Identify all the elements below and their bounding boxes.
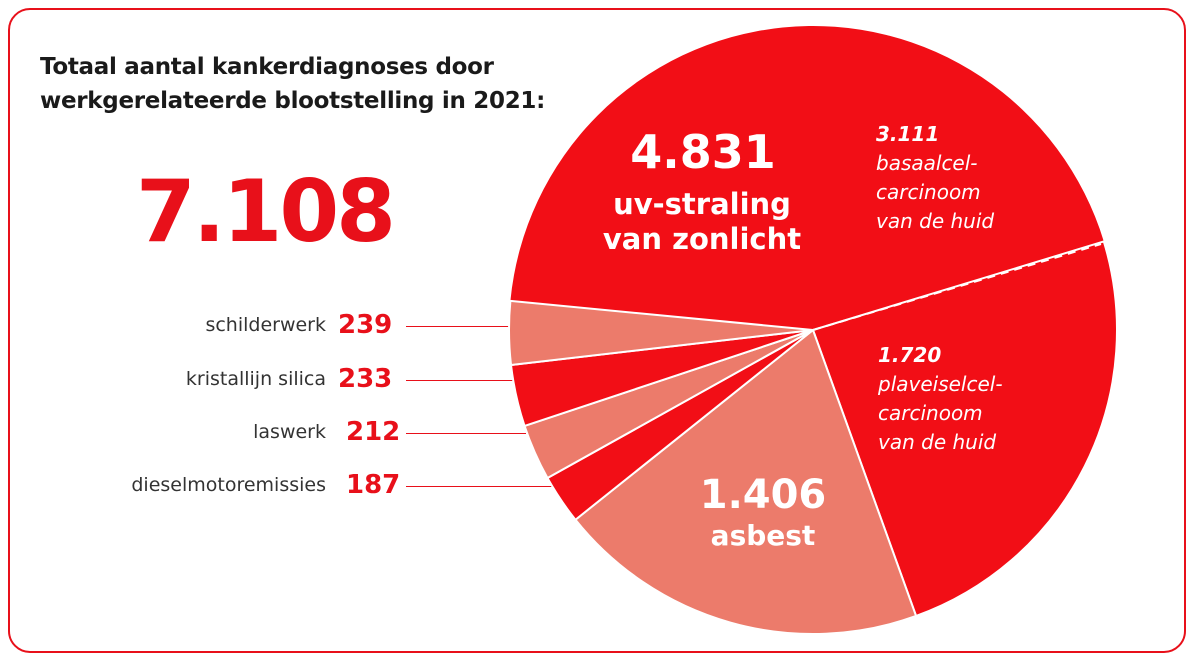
bcc-label-line-2: carcinoom xyxy=(876,180,981,204)
pie-slice-2 xyxy=(574,329,918,635)
pie-slice-1 xyxy=(812,240,1118,617)
leader-line-schilderwerk xyxy=(406,326,510,327)
pie-slices xyxy=(508,26,1118,635)
title-line-1: Totaal aantal kankerdiagnoses door xyxy=(40,54,494,80)
chart-frame xyxy=(8,8,1186,653)
scc-value-label: 1.720 xyxy=(878,343,941,367)
bcc-label-line-1: basaalcel- xyxy=(876,151,978,175)
legend-value-kristallijn-silica: 233 xyxy=(338,364,393,394)
bcc-label-line-3: van de huid xyxy=(876,209,994,233)
legend-label-kristallijn-silica: kristallijn silica xyxy=(185,368,326,390)
uv-label-line-1: uv-straling xyxy=(613,187,791,221)
pie-slice-6 xyxy=(508,299,814,366)
uv-label-line-2: van zonlicht xyxy=(603,222,801,256)
legend-label-schilderwerk: schilderwerk xyxy=(205,314,326,336)
legend-value-dieselmotoremissies: 187 xyxy=(346,470,401,500)
bcc-value-label: 3.111 xyxy=(876,122,939,146)
title-line-2: werkgerelateerde blootstelling in 2021: xyxy=(40,88,546,114)
legend-value-schilderwerk: 239 xyxy=(338,310,393,340)
asbest-value-label: 1.406 xyxy=(700,472,827,518)
asbest-label: asbest xyxy=(711,519,816,552)
scc-label-line-3: van de huid xyxy=(878,430,996,454)
pie-slice-0 xyxy=(510,26,1104,331)
legend-value-laswerk: 212 xyxy=(346,417,401,447)
scc-label-line-2: carcinoom xyxy=(878,401,983,425)
legend-label-dieselmotoremissies: dieselmotoremissies xyxy=(131,474,326,496)
uv-value-label: 4.831 xyxy=(630,125,776,179)
leader-line-kristallijn-silica xyxy=(406,380,514,381)
legend-label-laswerk: laswerk xyxy=(253,421,326,443)
chart-title: Totaal aantal kankerdiagnoses door werkg… xyxy=(40,50,600,118)
leader-line-dieselmotoremissies xyxy=(406,486,552,487)
scc-label-line-1: plaveiselcel- xyxy=(877,372,1003,396)
total-value: 7.108 xyxy=(136,162,396,262)
leader-line-laswerk xyxy=(406,433,526,434)
